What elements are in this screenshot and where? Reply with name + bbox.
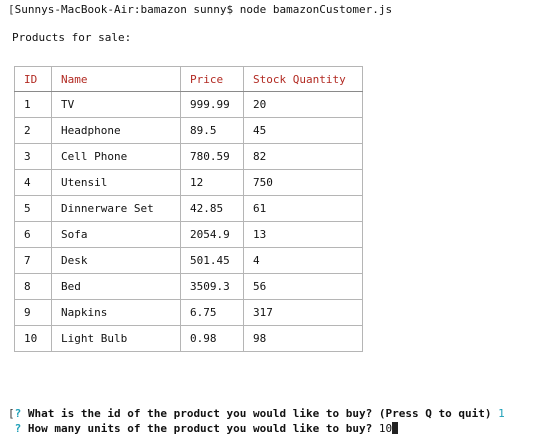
table-row: 9 Napkins 6.75 317 (14, 299, 363, 326)
prompt-product-id-answer: 1 (498, 407, 505, 420)
cell-price: 3509.3 (180, 273, 244, 300)
column-header-stock-quantity: Stock Quantity (243, 66, 363, 92)
table-row: 10 Light Bulb 0.98 98 (14, 325, 363, 352)
cell-price: 2054.9 (180, 221, 244, 248)
left-bracket: [ (8, 3, 15, 16)
cell-stock: 317 (243, 299, 363, 326)
prompt-units[interactable]: ? How many units of the product you woul… (8, 422, 399, 436)
left-bracket: [ (8, 407, 15, 420)
cell-price: 501.45 (180, 247, 244, 274)
cell-id: 4 (14, 169, 52, 196)
cell-name: Napkins (51, 299, 181, 326)
cell-stock: 45 (243, 117, 363, 144)
table-row: 2 Headphone 89.5 45 (14, 117, 363, 144)
table-row: 1 TV 999.99 20 (14, 91, 363, 118)
prompt-units-text: How many units of the product you would … (27, 422, 373, 435)
cell-stock: 56 (243, 273, 363, 300)
cell-price: 0.98 (180, 325, 244, 352)
cell-name: Desk (51, 247, 181, 274)
column-header-name: Name (51, 66, 181, 92)
cell-id: 6 (14, 221, 52, 248)
cell-name: Utensil (51, 169, 181, 196)
column-header-price: Price (180, 66, 244, 92)
cell-stock: 750 (243, 169, 363, 196)
cell-stock: 13 (243, 221, 363, 248)
products-heading: Products for sale: (12, 31, 132, 44)
cell-price: 780.59 (180, 143, 244, 170)
cell-name: Dinnerware Set (51, 195, 181, 222)
table-row: 3 Cell Phone 780.59 82 (14, 143, 363, 170)
cell-price: 42.85 (180, 195, 244, 222)
cell-id: 8 (14, 273, 52, 300)
table-row: 8 Bed 3509.3 56 (14, 273, 363, 300)
cell-name: TV (51, 91, 181, 118)
table-header-row: ID Name Price Stock Quantity (14, 66, 363, 92)
cell-id: 2 (14, 117, 52, 144)
cell-id: 3 (14, 143, 52, 170)
table-row: 7 Desk 501.45 4 (14, 247, 363, 274)
table-row: 4 Utensil 12 750 (14, 169, 363, 196)
cell-stock: 20 (243, 91, 363, 118)
products-table: ID Name Price Stock Quantity 1 TV 999.99… (14, 66, 363, 352)
cell-name: Bed (51, 273, 181, 300)
prompt-product-id-text: What is the id of the product you would … (27, 407, 492, 420)
cell-id: 10 (14, 325, 52, 352)
cell-id: 5 (14, 195, 52, 222)
prompt-product-id: [? What is the id of the product you wou… (8, 407, 505, 421)
cell-stock: 82 (243, 143, 363, 170)
cell-name: Cell Phone (51, 143, 181, 170)
question-mark-icon: ? (14, 422, 22, 435)
cell-id: 1 (14, 91, 52, 118)
question-mark-icon: ? (14, 407, 22, 420)
command-text: Sunnys-MacBook-Air:bamazon sunny$ node b… (14, 3, 393, 16)
cell-name: Headphone (51, 117, 181, 144)
cell-id: 7 (14, 247, 52, 274)
cell-price: 89.5 (180, 117, 244, 144)
cell-id: 9 (14, 299, 52, 326)
table-row: 5 Dinnerware Set 42.85 61 (14, 195, 363, 222)
column-header-id: ID (14, 66, 52, 92)
cell-price: 6.75 (180, 299, 244, 326)
cell-price: 12 (180, 169, 244, 196)
command-line: [Sunnys-MacBook-Air:bamazon sunny$ node … (8, 3, 392, 17)
cell-stock: 61 (243, 195, 363, 222)
table-row: 6 Sofa 2054.9 13 (14, 221, 363, 248)
cell-name: Sofa (51, 221, 181, 248)
units-input[interactable]: 10 (378, 422, 393, 435)
text-cursor (392, 422, 399, 434)
cell-price: 999.99 (180, 91, 244, 118)
cell-stock: 98 (243, 325, 363, 352)
cell-stock: 4 (243, 247, 363, 274)
cell-name: Light Bulb (51, 325, 181, 352)
